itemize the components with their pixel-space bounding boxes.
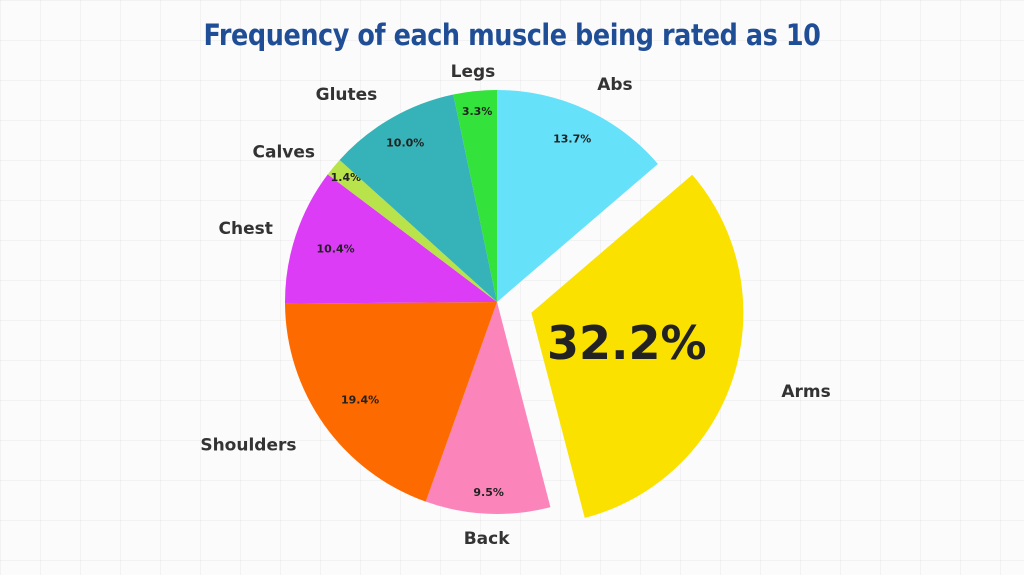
pie-slice-glutes [339,94,497,302]
pie-slice-legs [453,90,497,302]
slice-label-legs: Legs [451,62,496,82]
pct-label-arms: 32.2% [547,316,707,370]
slice-label-chest: Chest [219,219,273,239]
pie-slice-arms [531,174,744,518]
pie-slice-shoulders [285,302,497,502]
pie-slice-calves [327,159,497,302]
pct-label-glutes: 10.0% [386,136,424,149]
pie-slice-chest [285,174,497,304]
chart-title: Frequency of each muscle being rated as … [203,18,821,52]
slice-label-shoulders: Shoulders [200,436,296,456]
pct-label-back: 9.5% [473,486,504,499]
slice-label-arms: Arms [781,382,830,402]
pie-slice-abs [497,90,658,302]
pct-label-legs: 3.3% [462,105,493,118]
pct-label-chest: 10.4% [317,243,355,256]
pie-slice-back [425,302,551,514]
pct-label-abs: 13.7% [553,132,591,145]
slice-label-abs: Abs [597,75,632,95]
slice-label-glutes: Glutes [316,85,378,105]
pct-label-shoulders: 19.4% [341,393,379,406]
slice-label-back: Back [464,529,511,549]
slice-label-calves: Calves [253,143,316,163]
pct-label-calves: 1.4% [331,171,362,184]
